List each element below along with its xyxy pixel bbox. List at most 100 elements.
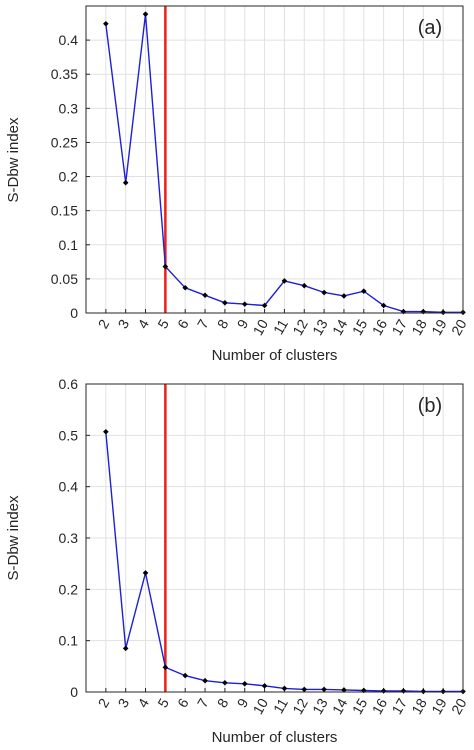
- x-tick-label: 11: [270, 316, 291, 337]
- y-tick-label: 0.2: [59, 169, 79, 185]
- x-tick-label: 7: [194, 316, 212, 331]
- y-tick-label: 0: [70, 684, 78, 700]
- chart-panel-a: 0 0.05 0.1 0.15 0.2 0.25 0.3 0.35 0.4 2 3 4 5 6 7 8 910…: [5, 5, 470, 364]
- x-tick-label: 7: [194, 695, 212, 710]
- x-tick-label: 4: [134, 316, 152, 331]
- x-tick-label: 8: [214, 316, 232, 331]
- x-tick-label: 8: [214, 695, 232, 710]
- x-tick-label: 5: [154, 695, 172, 710]
- data-point: [440, 688, 446, 695]
- y-axis-label: S-Dbw index: [5, 117, 22, 203]
- data-point: [261, 683, 268, 689]
- data-point: [261, 302, 268, 309]
- data-point: [341, 687, 347, 693]
- x-tick-label: 6: [174, 695, 192, 710]
- data-point: [301, 686, 308, 693]
- x-tick-label: 18: [408, 316, 430, 338]
- x-tick-label: 2: [95, 316, 113, 331]
- data-point: [341, 293, 347, 299]
- panel-label: (b): [418, 395, 442, 417]
- data-point: [182, 284, 189, 291]
- data-point: [202, 292, 208, 299]
- x-tick-label: 9: [234, 316, 252, 331]
- data-point: [142, 570, 149, 576]
- x-tick-label: 15: [349, 316, 371, 338]
- data-point: [222, 299, 228, 306]
- y-axis-ticks: 0 0.05 0.1 0.15 0.2 0.25 0.3 0.35 0.4: [51, 32, 90, 321]
- data-point: [241, 301, 248, 307]
- data-point: [321, 686, 327, 693]
- y-tick-label: 0.15: [51, 203, 78, 219]
- y-axis-ticks: 0 0.1 0.2 0.3 0.4 0.5 0.6: [59, 376, 90, 700]
- data-point: [241, 680, 248, 687]
- x-tick-label: 15: [349, 695, 371, 717]
- data-point: [321, 289, 327, 296]
- data-point: [440, 309, 446, 316]
- y-tick-label: 0.05: [51, 271, 78, 287]
- data-point: [301, 282, 308, 289]
- x-tick-label: 2: [95, 695, 113, 710]
- gridlines: [86, 383, 464, 693]
- data-point: [142, 11, 149, 17]
- data-point: [122, 179, 129, 186]
- data-point: [162, 263, 169, 270]
- x-tick-label: 14: [329, 316, 351, 338]
- x-tick-label: 16: [369, 316, 391, 338]
- data-point: [380, 302, 387, 309]
- y-tick-label: 0: [70, 305, 78, 321]
- plot-border: [85, 5, 464, 314]
- data-point: [182, 672, 189, 679]
- data-markers: [103, 428, 466, 695]
- y-axis-label: S-Dbw index: [5, 495, 22, 581]
- x-tick-label: 13: [309, 695, 331, 717]
- x-tick-label: 19: [428, 695, 450, 717]
- x-tick-label: 13: [309, 316, 331, 338]
- x-tick-label: 18: [408, 695, 430, 717]
- data-point: [162, 664, 169, 671]
- x-tick-label: 20: [448, 695, 470, 717]
- x-tick-label: 14: [329, 695, 351, 717]
- data-point: [122, 645, 129, 652]
- x-tick-label: 12: [289, 695, 311, 717]
- y-tick-label: 0.1: [59, 237, 79, 253]
- data-point: [103, 20, 109, 27]
- x-tick-label: 17: [388, 316, 410, 338]
- x-tick-label: 16: [369, 695, 391, 717]
- x-tick-label: 19: [428, 316, 450, 338]
- x-tick-label: 17: [388, 695, 410, 717]
- x-tick-label: 11: [270, 695, 291, 716]
- y-tick-label: 0.25: [51, 134, 78, 150]
- data-point: [103, 428, 109, 435]
- x-tick-label: 10: [250, 695, 272, 717]
- plot-area: [86, 6, 463, 313]
- chart-panel-b: 0 0.1 0.2 0.3 0.4 0.5 0.6 2 3 4 5 6 7 8 9101112131415…: [5, 376, 470, 746]
- y-tick-label: 0.35: [51, 66, 78, 82]
- x-tick-label: 9: [234, 695, 252, 710]
- y-tick-label: 0.3: [59, 100, 79, 116]
- x-tick-label: 3: [115, 316, 133, 331]
- y-tick-label: 0.3: [59, 530, 79, 546]
- data-point: [420, 688, 427, 695]
- y-tick-label: 0.5: [59, 427, 79, 443]
- y-tick-label: 0.4: [59, 479, 79, 495]
- y-tick-label: 0.2: [59, 581, 79, 597]
- data-point: [281, 278, 288, 284]
- data-point: [222, 679, 228, 686]
- x-tick-label: 4: [134, 695, 152, 710]
- y-tick-label: 0.4: [59, 32, 79, 48]
- x-tick-label: 6: [174, 316, 192, 331]
- data-point: [360, 288, 367, 294]
- y-tick-label: 0.1: [59, 633, 79, 649]
- x-axis-label: Number of clusters: [212, 347, 338, 364]
- data-point: [281, 685, 288, 692]
- data-point: [202, 677, 208, 684]
- x-tick-label: 10: [250, 316, 272, 338]
- plot-border: [85, 383, 464, 693]
- x-tick-label: 12: [289, 316, 311, 338]
- x-tick-label: 3: [115, 695, 133, 710]
- y-tick-label: 0.6: [59, 376, 79, 392]
- x-axis-label: Number of clusters: [212, 729, 338, 746]
- panel-label: (a): [418, 17, 442, 39]
- x-tick-label: 5: [154, 316, 172, 331]
